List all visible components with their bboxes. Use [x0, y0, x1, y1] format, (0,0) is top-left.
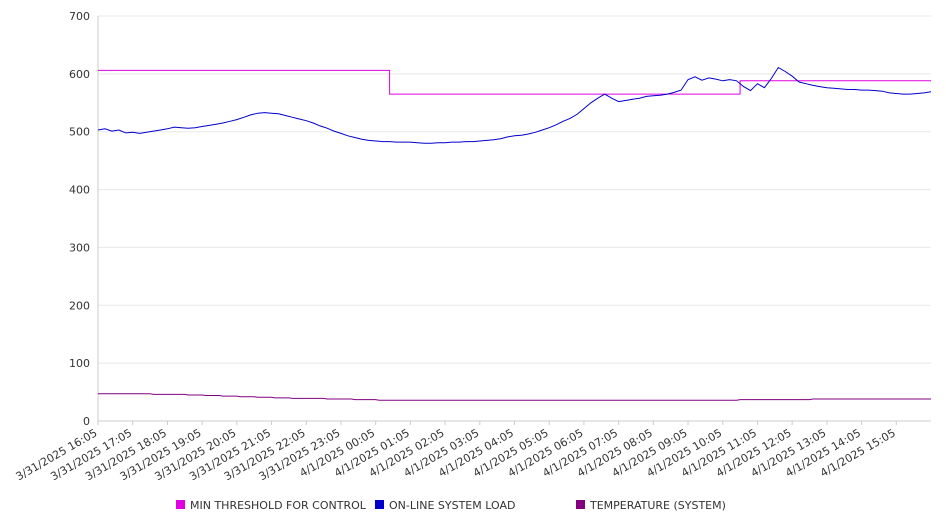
- series-line-1: [97, 66, 932, 144]
- y-tick-label: 200: [69, 299, 90, 312]
- y-axis: 0 100 200 300 400 500 600 700: [69, 10, 99, 428]
- series-line-0: [98, 69, 931, 95]
- y-tick-label: 400: [69, 184, 90, 197]
- y-tick-label: 600: [69, 68, 90, 81]
- legend: MIN THRESHOLD FOR CONTROL ON-LINE SYSTEM …: [176, 499, 726, 512]
- series-layer: [97, 66, 932, 401]
- y-tick-label: 700: [69, 10, 90, 23]
- y-tick-label: 0: [83, 415, 90, 428]
- series-line-2: [98, 393, 931, 401]
- legend-label: TEMPERATURE (SYSTEM): [589, 499, 726, 512]
- y-tick-label: 100: [69, 357, 90, 370]
- legend-label: ON-LINE SYSTEM LOAD: [389, 499, 515, 512]
- legend-swatch: [176, 500, 185, 509]
- x-axis: 3/31/2025 16:053/31/2025 17:053/31/2025 …: [14, 420, 931, 483]
- grid: [98, 15, 931, 422]
- y-tick-label: 300: [69, 241, 90, 254]
- legend-swatch: [576, 500, 585, 509]
- y-tick-label: 500: [69, 126, 90, 139]
- legend-swatch: [375, 500, 384, 509]
- legend-label: MIN THRESHOLD FOR CONTROL: [190, 499, 367, 512]
